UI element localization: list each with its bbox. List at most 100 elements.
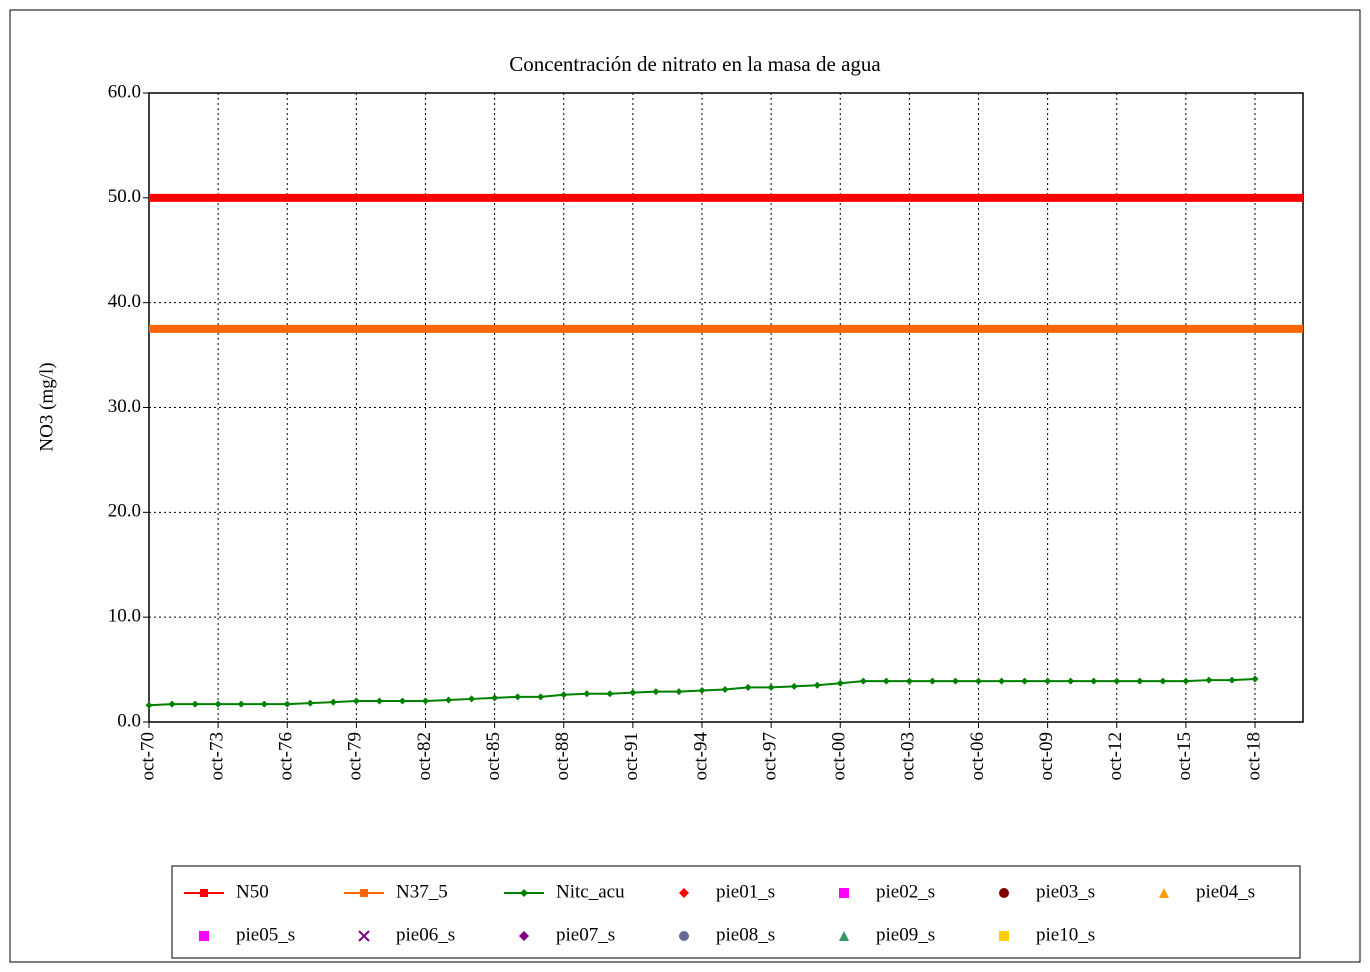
marker [675,688,683,696]
legend-label: pie09_s [876,924,935,945]
legend-label: pie06_s [396,924,455,945]
x-tick-label: oct-12 [1105,732,1126,781]
y-tick-label: 30.0 [108,396,141,417]
marker [168,700,176,708]
marker [951,677,959,685]
y-tick-label: 40.0 [108,291,141,312]
x-tick-label: oct-97 [759,732,780,781]
marker [1113,677,1121,685]
marker [583,690,591,698]
marker [375,697,383,705]
marker [306,699,314,707]
y-tick-label: 50.0 [108,186,141,207]
marker [679,931,689,941]
x-tick-label: oct-06 [967,732,988,781]
marker [1205,676,1213,684]
legend-label: pie10_s [1036,924,1095,945]
x-tick-label: oct-85 [483,732,504,781]
marker [360,889,368,897]
marker [1251,675,1259,683]
marker [1044,677,1052,685]
marker [421,697,429,705]
marker [767,683,775,691]
marker [839,931,849,941]
marker [445,696,453,704]
legend-label: N37_5 [396,881,448,902]
marker [813,681,821,689]
x-tick-label: oct-15 [1174,732,1195,781]
marker [283,700,291,708]
marker [537,693,545,701]
chart-title: Concentración de nitrato en la masa de a… [509,52,881,76]
chart-frame [9,9,1361,963]
x-tick-label: oct-00 [829,732,850,781]
marker [629,689,637,697]
legend-label: pie05_s [236,924,295,945]
y-tick-label: 60.0 [108,81,141,102]
marker [1159,888,1169,898]
marker [698,687,706,695]
legend-label: pie03_s [1036,881,1095,902]
x-tick-label: oct-79 [345,732,366,781]
marker [721,686,729,694]
marker [352,697,360,705]
legend-label: N50 [236,881,269,902]
marker [744,683,752,691]
marker [606,690,614,698]
marker [859,677,867,685]
marker [520,889,528,897]
marker [1021,677,1029,685]
marker [679,888,689,898]
marker [998,677,1006,685]
x-tick-label: oct-94 [690,732,711,781]
marker [358,930,370,942]
marker [839,888,849,898]
marker [790,682,798,690]
marker [1228,676,1236,684]
x-tick-label: oct-88 [552,732,573,781]
x-tick-label: oct-03 [898,732,919,781]
marker [237,700,245,708]
x-tick-label: oct-73 [206,732,227,781]
legend-box [171,865,1301,959]
marker [652,688,660,696]
marker [191,700,199,708]
legend-label: pie04_s [1196,881,1255,902]
marker [260,700,268,708]
marker [1067,677,1075,685]
marker [1136,677,1144,685]
legend-label: Nitc_acu [556,881,625,902]
marker [519,931,529,941]
marker [905,677,913,685]
y-axis-label: NO3 (mg/l) [36,362,57,451]
x-tick-label: oct-76 [276,732,297,781]
marker [974,677,982,685]
x-tick-label: oct-09 [1036,732,1057,781]
legend-label: pie02_s [876,881,935,902]
x-tick-label: oct-91 [621,732,642,781]
marker [491,694,499,702]
marker [214,700,222,708]
marker [928,677,936,685]
y-tick-label: 20.0 [108,501,141,522]
marker [329,698,337,706]
marker [882,677,890,685]
marker [999,931,1009,941]
marker [1159,677,1167,685]
marker [560,691,568,699]
marker [199,931,209,941]
y-tick-label: 0.0 [117,710,141,731]
y-tick-label: 10.0 [108,606,141,627]
x-tick-label: oct-18 [1243,732,1264,781]
marker [145,701,153,709]
marker [468,695,476,703]
marker [999,888,1009,898]
legend-label: pie01_s [716,881,775,902]
marker [200,889,208,897]
legend-label: pie07_s [556,924,615,945]
x-tick-label: oct-70 [137,732,158,781]
marker [514,693,522,701]
legend-label: pie08_s [716,924,775,945]
marker [836,679,844,687]
